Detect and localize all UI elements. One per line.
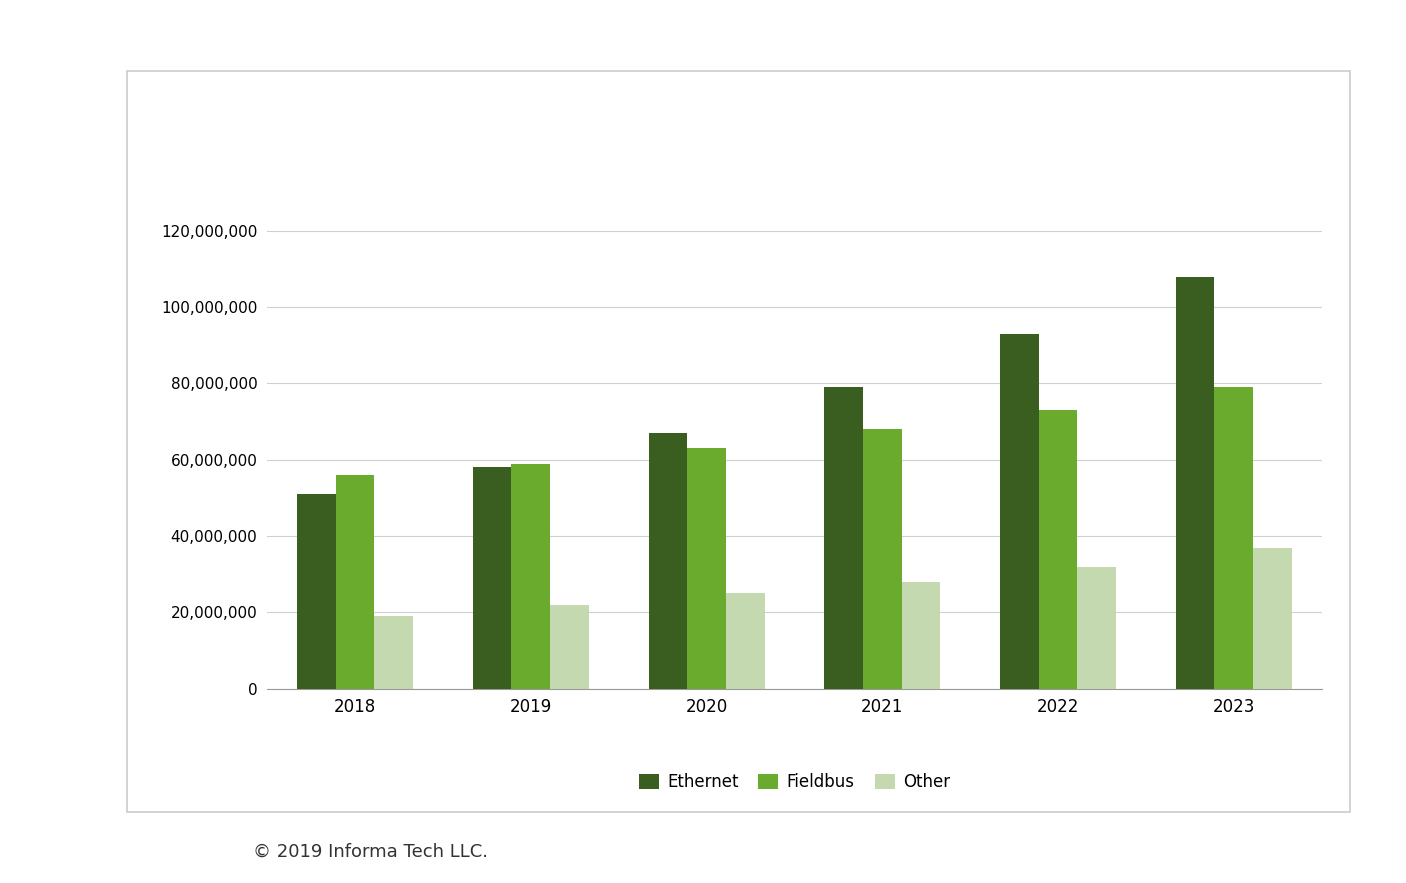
Bar xyxy=(1000,334,1039,689)
Text: © 2019 Informa Tech LLC.: © 2019 Informa Tech LLC. xyxy=(253,843,488,861)
Bar xyxy=(863,429,901,689)
Bar xyxy=(1175,276,1215,689)
Bar xyxy=(1253,547,1292,689)
Bar xyxy=(1077,567,1116,689)
Legend: Ethernet, Fieldbus, Other: Ethernet, Fieldbus, Other xyxy=(631,766,957,798)
Bar xyxy=(824,388,863,689)
Bar xyxy=(550,605,589,689)
Bar xyxy=(648,433,688,689)
Bar xyxy=(1215,388,1253,689)
Bar xyxy=(374,616,413,689)
Bar xyxy=(336,475,374,689)
Bar xyxy=(512,464,550,689)
Bar xyxy=(472,467,512,689)
Text: Global IIoT node unit shipment forecast by connectivity type: Global IIoT node unit shipment forecast … xyxy=(141,94,856,114)
Bar xyxy=(1039,411,1077,689)
Bar xyxy=(725,593,765,689)
Bar xyxy=(688,449,725,689)
Bar xyxy=(901,582,941,689)
Bar xyxy=(297,494,336,689)
